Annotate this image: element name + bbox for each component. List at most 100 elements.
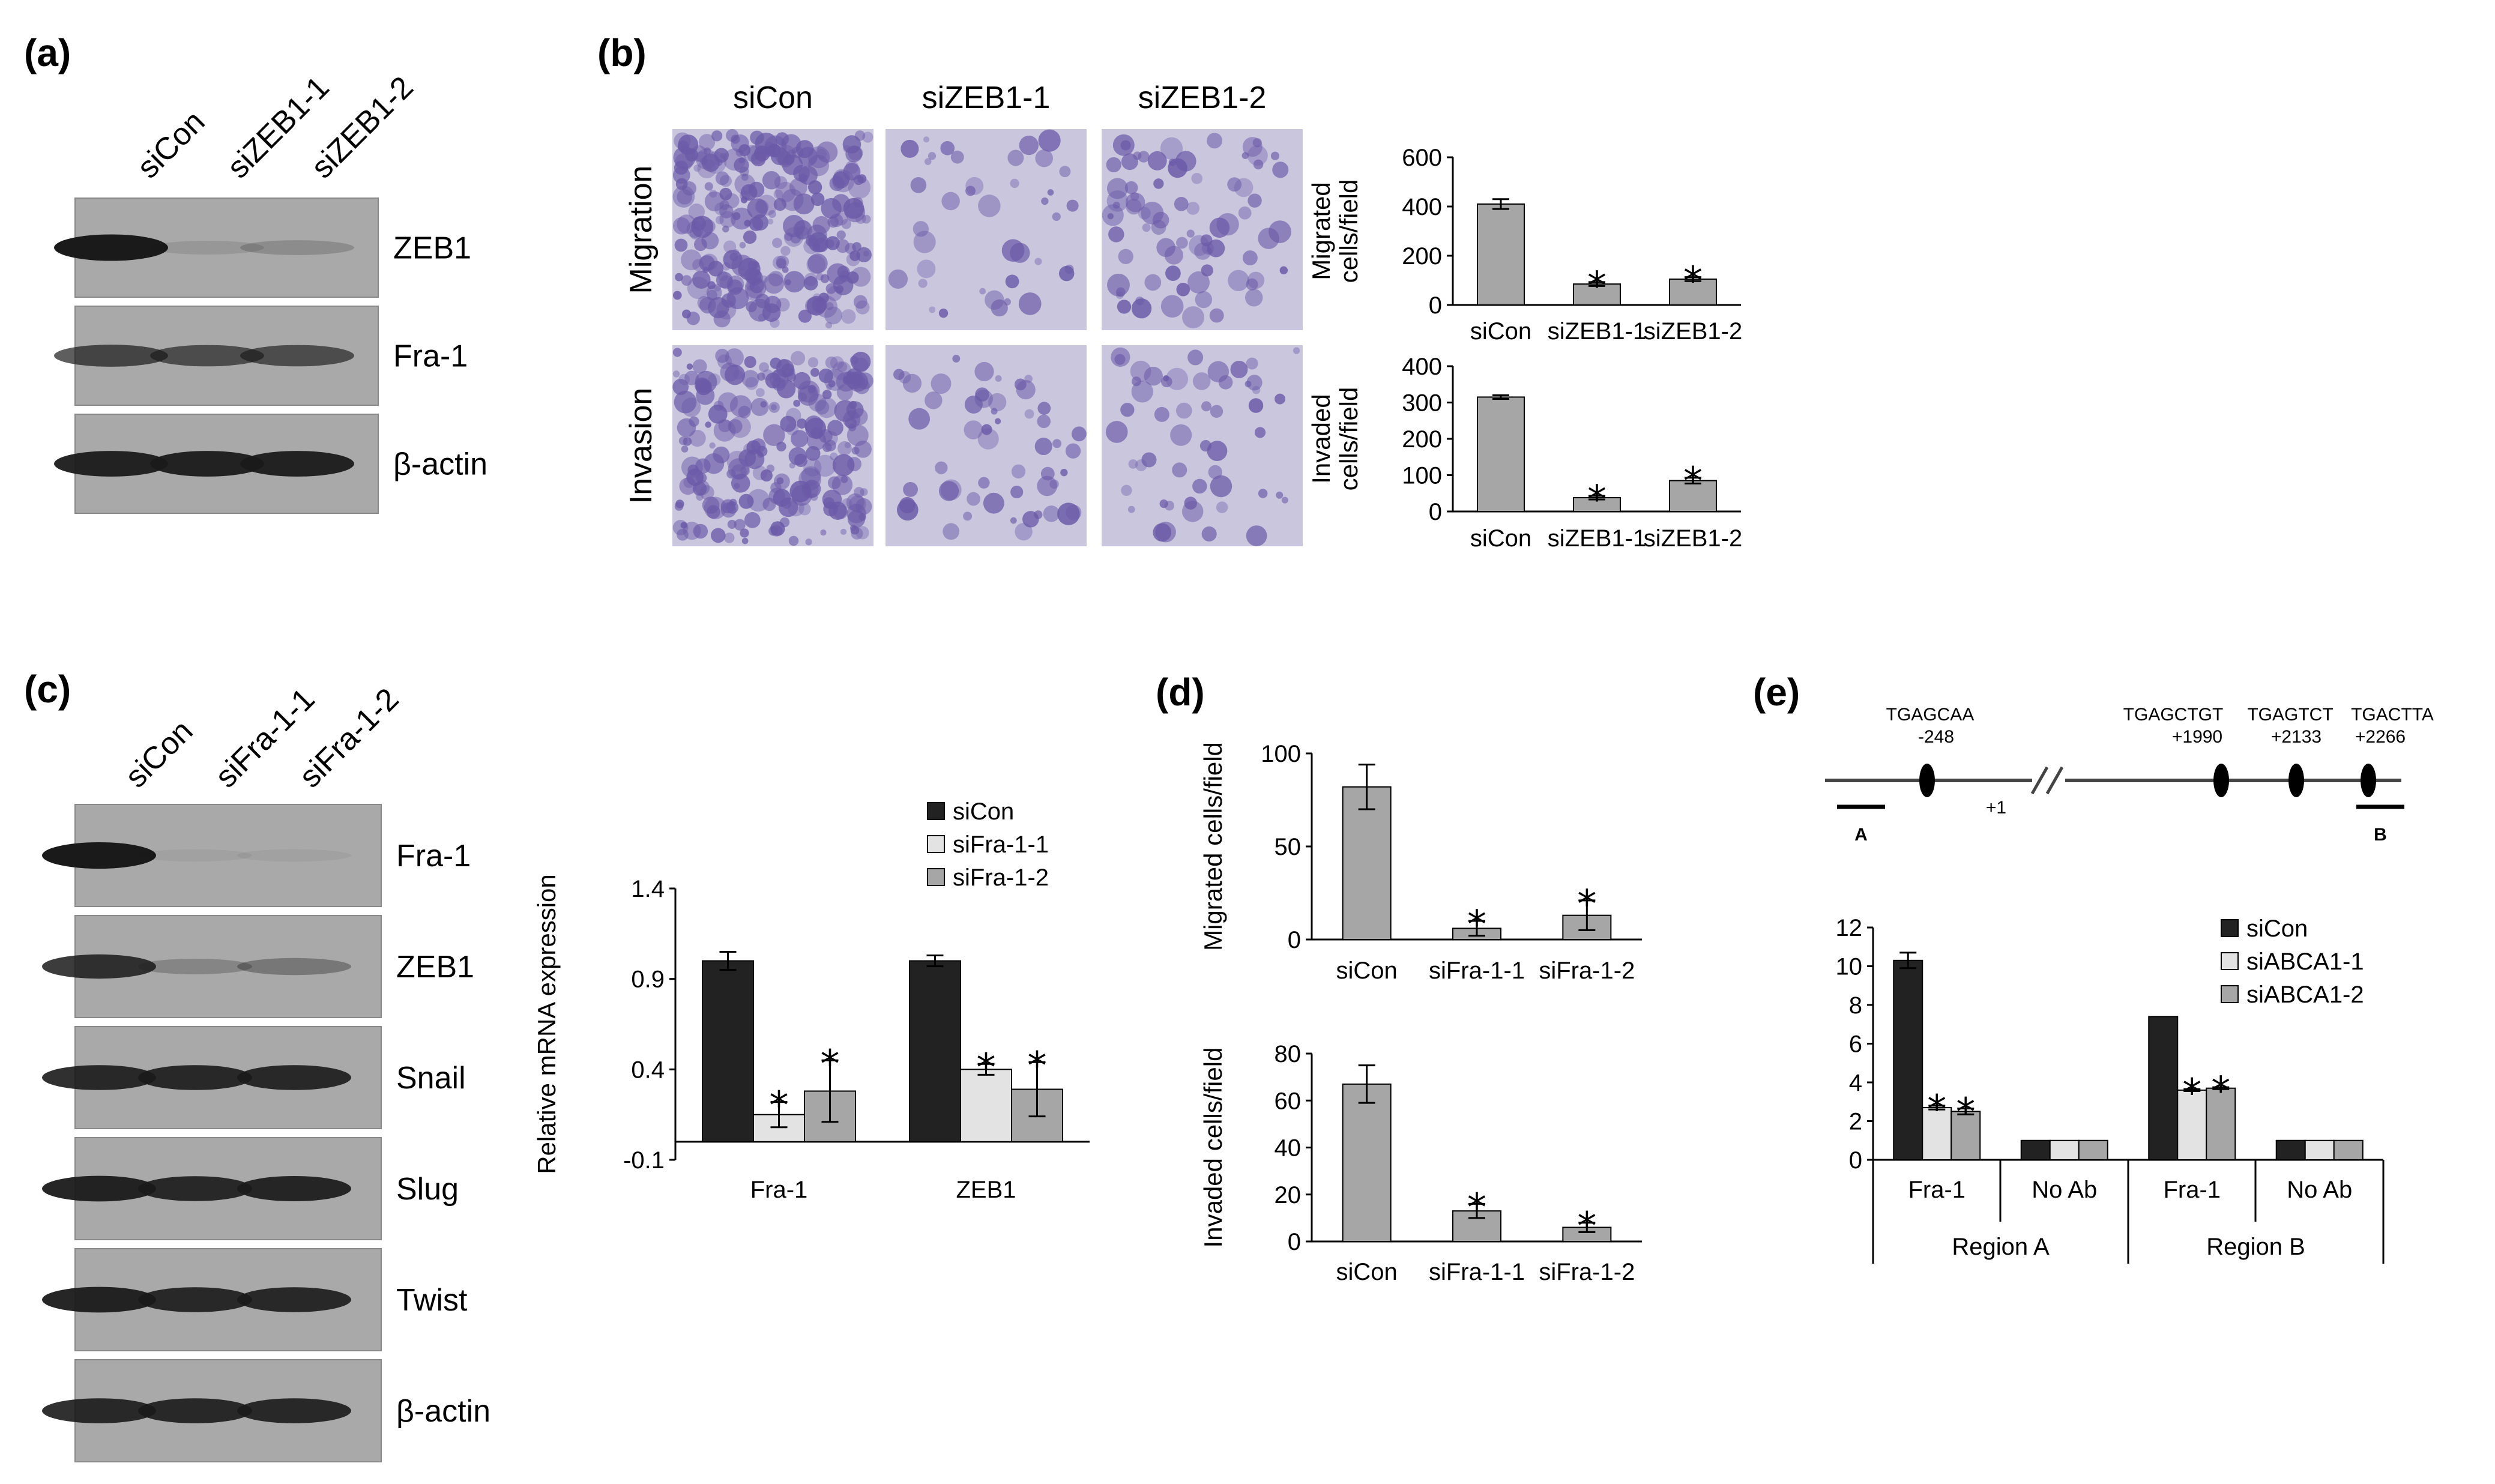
- blot-band: [237, 1398, 351, 1423]
- stained-cell: [1208, 465, 1222, 480]
- stained-cell: [813, 454, 836, 477]
- stained-cell: [1248, 193, 1262, 208]
- panel-c-letter: (c): [24, 668, 71, 711]
- stained-cell: [1144, 366, 1163, 386]
- stained-cell: [888, 269, 908, 289]
- stained-cell: [863, 250, 869, 257]
- stained-cell: [762, 498, 776, 511]
- stained-cell: [744, 355, 756, 369]
- x-tick-label: siFra-1-2: [1539, 958, 1635, 984]
- stained-cell: [1019, 135, 1039, 155]
- bar: [1452, 1210, 1501, 1242]
- y-tick-label: 100: [1402, 463, 1442, 489]
- stained-cell: [738, 493, 754, 509]
- stained-cell: [967, 492, 980, 506]
- bar: [1669, 278, 1717, 306]
- stained-cell: [1201, 264, 1213, 277]
- stained-cell: [963, 511, 973, 521]
- stained-cell: [711, 528, 726, 543]
- stained-cell: [692, 359, 707, 374]
- stained-cell: [739, 166, 749, 176]
- x-tick-label: siZEB1-1: [1548, 318, 1647, 345]
- stained-cell: [1041, 197, 1049, 205]
- stained-cell: [716, 271, 733, 289]
- stained-cell: [836, 230, 846, 240]
- stained-cell: [748, 298, 771, 322]
- stained-cell: [674, 238, 688, 252]
- site-3-pos: +2133: [2271, 727, 2322, 747]
- stained-cell: [704, 191, 725, 212]
- stained-cell: [806, 255, 826, 274]
- stained-cell: [991, 299, 1008, 317]
- stained-cell: [844, 442, 851, 448]
- stained-cell: [720, 499, 735, 514]
- stained-cell: [1207, 361, 1229, 382]
- stained-cell: [1106, 421, 1128, 443]
- stained-cell: [931, 373, 952, 394]
- stained-cell: [768, 402, 780, 413]
- stained-cell: [828, 501, 847, 520]
- stained-cell: [776, 258, 786, 269]
- stained-cell: [704, 182, 713, 191]
- stained-cell: [1024, 409, 1034, 419]
- stained-cell: [713, 400, 724, 411]
- stained-cell: [1159, 499, 1168, 508]
- stained-cell: [1175, 402, 1192, 419]
- bar: [702, 960, 754, 1142]
- stained-cell: [1209, 308, 1224, 323]
- stained-cell: [750, 151, 766, 167]
- stained-cell: [698, 134, 716, 151]
- stained-cell: [1293, 347, 1300, 354]
- stained-cell: [903, 481, 918, 497]
- stained-cell: [983, 492, 1004, 514]
- y-tick-label: 0: [1849, 1147, 1862, 1174]
- stained-cell: [762, 171, 781, 190]
- stained-cell: [687, 464, 699, 476]
- stained-cell: [693, 523, 708, 539]
- stained-cell: [1010, 178, 1019, 189]
- stained-cell: [840, 528, 847, 535]
- x-tick-label: No Ab: [2287, 1177, 2352, 1203]
- stained-cell: [918, 279, 928, 288]
- blot-band: [240, 345, 354, 367]
- stained-cell: [1258, 489, 1268, 498]
- stained-cell: [798, 309, 812, 323]
- stained-cell: [1049, 479, 1059, 489]
- bar: [1669, 480, 1717, 513]
- stained-cell: [821, 198, 842, 219]
- stained-cell: [672, 519, 689, 535]
- site-1-seq: TGAGCAA: [1886, 705, 1975, 725]
- blot-band: [138, 1065, 252, 1090]
- stained-cell: [855, 526, 869, 540]
- stained-cell: [1258, 228, 1279, 249]
- x-tick-label: siCon: [1470, 525, 1531, 552]
- bar: [1477, 396, 1525, 512]
- band-label: Snail: [396, 1061, 466, 1096]
- stained-cell: [1254, 427, 1266, 438]
- stained-cell: [1115, 287, 1126, 297]
- stained-cell: [732, 369, 743, 380]
- stained-cell: [913, 231, 936, 253]
- stained-cell: [679, 477, 697, 495]
- x-tick-label: siFra-1-2: [1539, 1259, 1635, 1285]
- legend-swatch: [927, 802, 945, 820]
- stained-cell: [1121, 484, 1132, 496]
- significance-star: *: [1683, 259, 1703, 304]
- tss-label: +1: [1986, 798, 2006, 818]
- stained-cell: [807, 180, 822, 195]
- stained-cell: [1238, 206, 1252, 220]
- stained-cell: [841, 219, 852, 229]
- stained-cell: [1192, 372, 1211, 390]
- stained-cell: [1034, 258, 1042, 265]
- lane-label: siCon: [118, 713, 199, 794]
- stained-cell: [1121, 153, 1138, 170]
- stained-cell: [1130, 360, 1151, 382]
- region-b-label: B: [2374, 825, 2387, 845]
- bar: [2078, 1139, 2108, 1160]
- blot-band: [42, 1286, 156, 1313]
- y-tick-label: 400: [1402, 194, 1442, 220]
- stained-cell: [979, 288, 986, 295]
- y-axis-title: cells/field: [1335, 179, 1363, 283]
- significance-star: *: [1683, 460, 1703, 504]
- micrograph-row-label: Migration: [624, 166, 659, 294]
